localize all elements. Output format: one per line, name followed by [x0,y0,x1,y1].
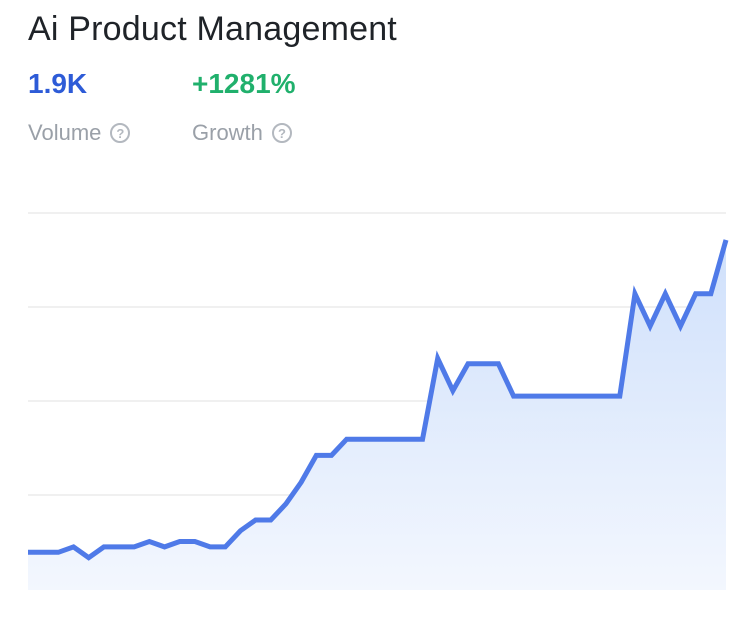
data-point[interactable] [647,323,653,329]
data-point[interactable] [177,539,183,545]
question-circle-icon[interactable]: ? [271,123,292,143]
data-point[interactable] [298,479,304,485]
data-point[interactable] [192,539,198,545]
data-point[interactable] [571,393,577,399]
data-point[interactable] [207,544,213,550]
data-point[interactable] [420,436,426,442]
data-point[interactable] [602,393,608,399]
data-point[interactable] [344,436,350,442]
series-line [28,239,729,561]
data-point[interactable] [253,517,259,523]
data-point[interactable] [389,436,395,442]
data-point[interactable] [708,291,714,297]
data-point[interactable] [222,544,228,550]
data-point[interactable] [435,355,441,361]
volume-label: Volume [28,120,102,145]
data-point[interactable] [632,291,638,297]
data-point[interactable] [328,452,334,458]
data-point[interactable] [146,539,152,545]
data-point[interactable] [40,549,46,555]
data-point[interactable] [237,528,243,534]
data-point[interactable] [541,393,547,399]
data-point[interactable] [71,544,77,550]
data-point[interactable] [556,393,562,399]
data-point[interactable] [313,452,319,458]
data-point[interactable] [283,501,289,507]
question-circle-icon[interactable]: ? [110,123,131,143]
data-point[interactable] [465,361,471,367]
series-area [28,239,726,590]
data-point[interactable] [131,544,137,550]
data-point[interactable] [101,544,107,550]
data-point[interactable] [55,549,61,555]
data-point[interactable] [268,517,274,523]
volume-label-group: Volume ? [28,120,131,146]
volume-value: 1.9K [28,68,88,99]
data-point[interactable] [586,393,592,399]
data-point[interactable] [617,393,623,399]
page-title: Ai Product Management [28,10,397,48]
growth-value: +1281% [192,68,296,99]
data-point[interactable] [662,291,668,297]
data-point[interactable] [480,361,486,367]
data-point[interactable] [677,323,683,329]
data-point[interactable] [495,361,501,367]
data-point[interactable] [86,555,92,561]
data-point[interactable] [693,291,699,297]
data-point[interactable] [162,544,168,550]
data-point[interactable] [359,436,365,442]
data-point[interactable] [374,436,380,442]
data-point[interactable] [450,388,456,394]
data-point[interactable] [511,393,517,399]
growth-label: Growth [192,120,263,145]
growth-label-group: Growth ? [192,120,292,146]
data-point[interactable] [404,436,410,442]
data-point[interactable] [526,393,532,399]
data-point[interactable] [723,237,729,243]
data-point[interactable] [25,549,31,555]
data-point[interactable] [116,544,122,550]
